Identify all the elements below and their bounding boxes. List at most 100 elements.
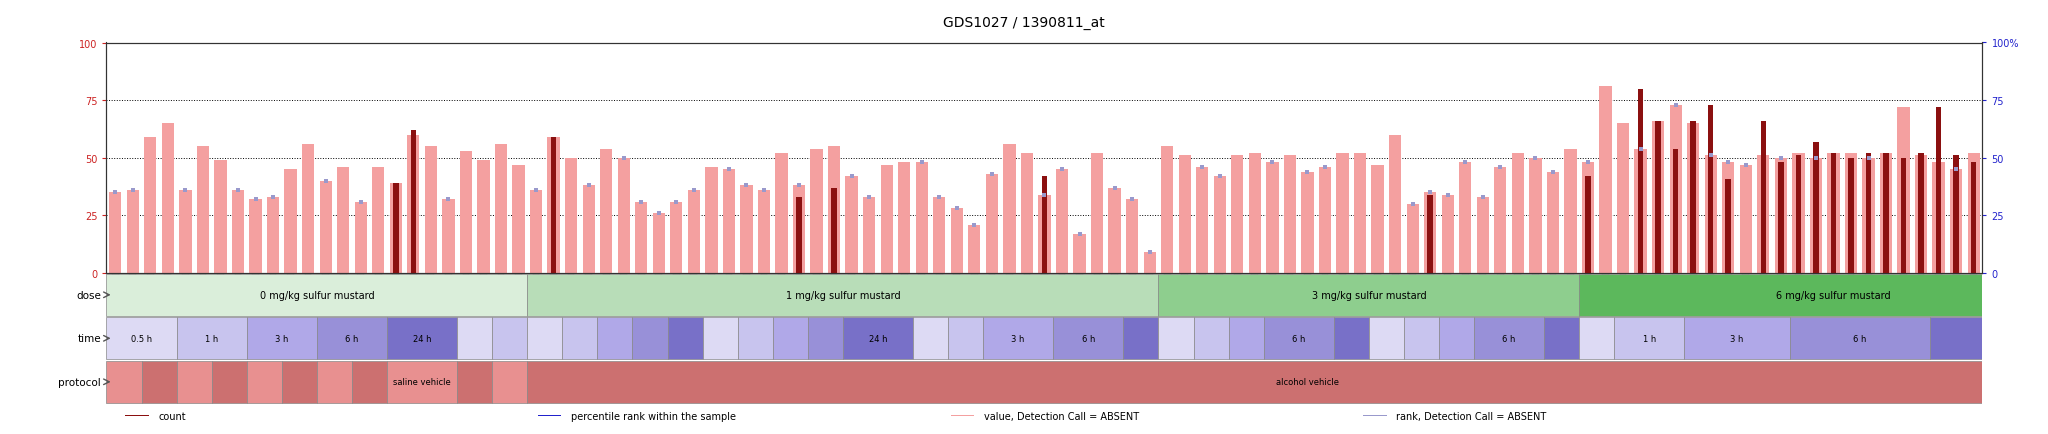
Bar bbox=[387, 318, 457, 359]
Bar bbox=[1919, 154, 1923, 273]
Text: 1 mg/kg sulfur mustard: 1 mg/kg sulfur mustard bbox=[786, 290, 901, 300]
Bar bbox=[1407, 204, 1419, 273]
Bar bbox=[668, 318, 702, 359]
Bar bbox=[705, 168, 717, 273]
Bar bbox=[1108, 188, 1120, 273]
Bar bbox=[618, 158, 631, 273]
Point bbox=[1116, 196, 1149, 203]
Bar bbox=[1511, 154, 1524, 273]
Text: rank, Detection Call = ABSENT: rank, Detection Call = ABSENT bbox=[1397, 411, 1546, 421]
Bar bbox=[106, 274, 526, 316]
Bar bbox=[1585, 177, 1591, 273]
Bar bbox=[1266, 163, 1278, 273]
Bar bbox=[600, 149, 612, 273]
Bar bbox=[1792, 154, 1804, 273]
Point bbox=[1063, 231, 1096, 238]
Bar bbox=[1364, 415, 1386, 416]
Bar bbox=[1929, 318, 2048, 359]
Bar bbox=[827, 147, 840, 273]
Point bbox=[520, 187, 553, 194]
Bar bbox=[127, 191, 139, 273]
Bar bbox=[180, 191, 193, 273]
Bar bbox=[1690, 122, 1696, 273]
Bar bbox=[1057, 170, 1069, 273]
Bar bbox=[1968, 154, 1980, 273]
Bar bbox=[1530, 158, 1542, 273]
Point bbox=[924, 194, 956, 201]
Text: value, Detection Call = ABSENT: value, Detection Call = ABSENT bbox=[983, 411, 1139, 421]
Bar bbox=[1761, 122, 1765, 273]
Point bbox=[1851, 155, 1884, 162]
Point bbox=[1255, 160, 1288, 167]
Bar bbox=[797, 197, 801, 273]
Bar bbox=[109, 193, 121, 273]
Point bbox=[256, 194, 289, 201]
Bar bbox=[1954, 156, 1960, 273]
Text: 24 h: 24 h bbox=[868, 334, 887, 343]
Bar bbox=[862, 197, 874, 273]
Bar bbox=[1688, 124, 1700, 273]
Point bbox=[625, 199, 657, 206]
Bar bbox=[1161, 147, 1174, 273]
Point bbox=[1536, 169, 1569, 176]
Bar bbox=[1726, 179, 1731, 273]
Bar bbox=[881, 165, 893, 273]
Bar bbox=[1581, 163, 1593, 273]
Bar bbox=[1579, 318, 1614, 359]
Bar bbox=[1053, 318, 1124, 359]
Bar bbox=[526, 361, 2048, 403]
Text: 0 mg/kg sulfur mustard: 0 mg/kg sulfur mustard bbox=[260, 290, 375, 300]
Bar bbox=[1196, 168, 1208, 273]
Bar bbox=[807, 318, 844, 359]
Bar bbox=[1403, 318, 1440, 359]
Bar bbox=[301, 145, 313, 273]
Bar bbox=[1669, 105, 1681, 273]
Text: alcohol vehicle: alcohol vehicle bbox=[1276, 378, 1339, 386]
Bar bbox=[1655, 122, 1661, 273]
Bar bbox=[1739, 165, 1751, 273]
Text: 1 h: 1 h bbox=[205, 334, 219, 343]
Bar bbox=[793, 186, 805, 273]
Point bbox=[1186, 164, 1219, 171]
Point bbox=[678, 187, 711, 194]
Text: 3 h: 3 h bbox=[1731, 334, 1743, 343]
Bar bbox=[211, 361, 246, 403]
Point bbox=[1098, 185, 1130, 192]
Point bbox=[344, 199, 377, 206]
Bar bbox=[539, 415, 561, 416]
Bar bbox=[563, 318, 598, 359]
Point bbox=[643, 210, 676, 217]
Bar bbox=[1579, 274, 2048, 316]
Bar bbox=[512, 165, 524, 273]
Bar bbox=[1933, 163, 1946, 273]
Text: 24 h: 24 h bbox=[1999, 334, 2017, 343]
Text: saline vehicle: saline vehicle bbox=[393, 378, 451, 386]
Bar bbox=[176, 361, 211, 403]
Bar bbox=[1214, 177, 1227, 273]
Bar bbox=[442, 200, 455, 273]
Point bbox=[1485, 164, 1518, 171]
Bar bbox=[1862, 158, 1874, 273]
Bar bbox=[408, 135, 420, 273]
Bar bbox=[1901, 158, 1907, 273]
Bar bbox=[387, 361, 457, 403]
Bar bbox=[106, 361, 141, 403]
Bar bbox=[1354, 154, 1366, 273]
Bar bbox=[1845, 154, 1858, 273]
Bar bbox=[1333, 318, 1368, 359]
Bar bbox=[457, 361, 492, 403]
Bar bbox=[1544, 318, 1579, 359]
Bar bbox=[1337, 154, 1350, 273]
Text: 6 mg/kg sulfur mustard: 6 mg/kg sulfur mustard bbox=[1776, 290, 1890, 300]
Bar bbox=[176, 318, 246, 359]
Text: 3 h: 3 h bbox=[274, 334, 289, 343]
Point bbox=[1309, 164, 1341, 171]
Bar bbox=[424, 147, 436, 273]
Bar bbox=[1896, 108, 1909, 273]
Bar bbox=[1708, 105, 1714, 273]
Point bbox=[1466, 194, 1499, 201]
Point bbox=[958, 222, 991, 229]
Bar bbox=[526, 274, 1159, 316]
Bar bbox=[1653, 122, 1665, 273]
Bar bbox=[983, 318, 1053, 359]
